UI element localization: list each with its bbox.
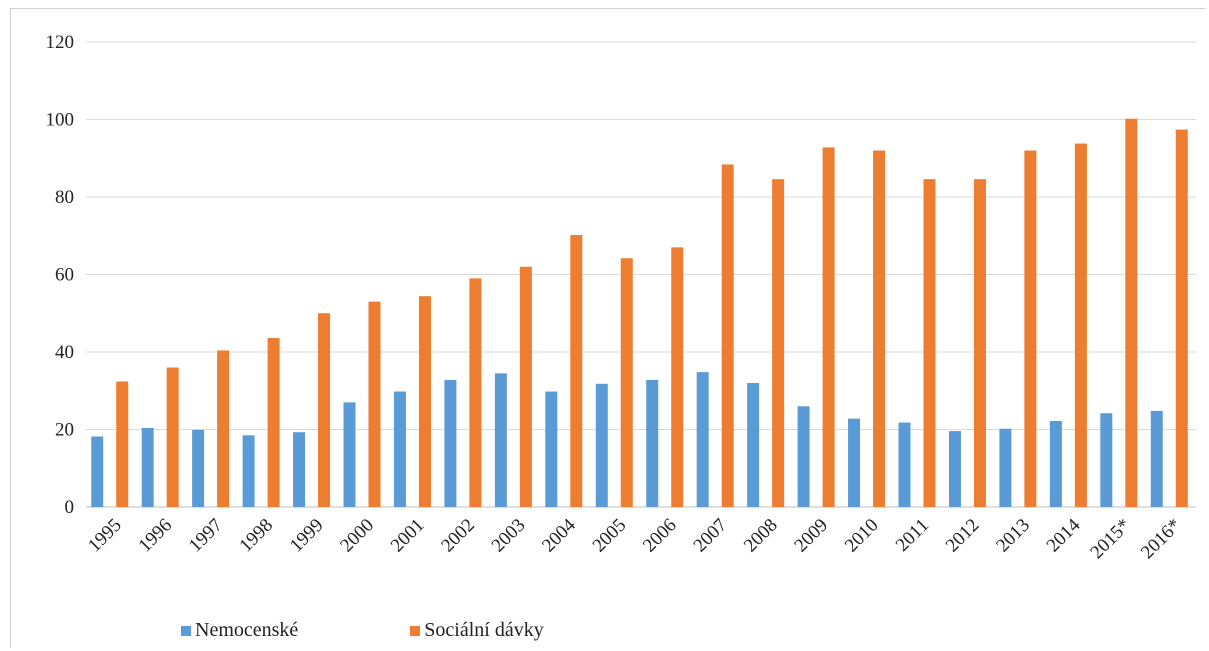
bar-socialni-davky-2014 bbox=[1074, 143, 1087, 507]
bar-nemocenske-2009 bbox=[797, 406, 810, 507]
legend-item-socialni-davky: Sociální dávky bbox=[410, 619, 544, 642]
legend-item-nemocenske: Nemocenské bbox=[181, 619, 298, 642]
bar-nemocenske-1995 bbox=[91, 436, 104, 507]
x-tick-label: 2008 bbox=[740, 515, 782, 557]
bar-socialni-davky-2008 bbox=[772, 179, 785, 508]
x-tick-label: 2010 bbox=[841, 515, 883, 557]
bar-socialni-davky-2007 bbox=[721, 164, 734, 507]
x-tick-label: 2007 bbox=[690, 515, 732, 557]
bar-nemocenske-2008 bbox=[747, 383, 760, 507]
bar-socialni-davky-2005 bbox=[620, 258, 633, 507]
y-tick-label: 20 bbox=[55, 420, 74, 441]
bar-nemocenske-2013 bbox=[999, 428, 1012, 507]
bar-socialni-davky-2016star bbox=[1175, 129, 1188, 507]
x-tick-label: 1995 bbox=[84, 515, 126, 557]
bar-socialni-davky-2002 bbox=[469, 278, 482, 507]
bar-nemocenske-2007 bbox=[696, 372, 709, 507]
x-tick-label: 1997 bbox=[185, 515, 227, 557]
x-tick-label: 2012 bbox=[942, 515, 984, 557]
x-tick-label: 1999 bbox=[286, 515, 328, 557]
bar-nemocenske-2015star bbox=[1100, 413, 1113, 507]
bars bbox=[91, 118, 1188, 508]
x-tick-label: 2011 bbox=[892, 515, 933, 556]
x-tick-label: 2005 bbox=[589, 515, 631, 557]
x-tick-label: 2001 bbox=[387, 515, 429, 557]
bar-nemocenske-2014 bbox=[1049, 420, 1062, 507]
bar-nemocenske-1999 bbox=[293, 432, 306, 507]
bar-socialni-davky-2013 bbox=[1024, 150, 1037, 507]
x-tick-label: 1996 bbox=[135, 515, 177, 557]
bar-nemocenske-2003 bbox=[494, 373, 507, 507]
bar-nemocenske-2005 bbox=[595, 383, 608, 507]
x-tick-label: 2000 bbox=[336, 515, 378, 557]
legend-label-socialni-davky: Sociální dávky bbox=[424, 619, 544, 641]
bar-chart: 0 20 40 60 80 100 120 1995 1996 1997 1998 1999 2000… bbox=[46, 32, 1196, 563]
y-tick-label: 40 bbox=[55, 342, 74, 363]
bar-socialni-davky-2006 bbox=[671, 247, 684, 507]
x-axis-ticks: 1995 1996 1997 1998 1999 2000 2001 2002 2003 2004… bbox=[84, 514, 1185, 563]
x-tick-label: 2004 bbox=[538, 514, 580, 556]
bar-socialni-davky-1996 bbox=[166, 367, 179, 507]
bar-nemocenske-2012 bbox=[948, 431, 961, 507]
bar-socialni-davky-1998 bbox=[267, 338, 280, 507]
legend-swatch-nemocenske bbox=[181, 625, 191, 636]
x-tick-label: 2013 bbox=[992, 515, 1034, 557]
y-tick-label: 120 bbox=[46, 32, 75, 53]
y-tick-label: 80 bbox=[55, 187, 74, 208]
bar-socialni-davky-2004 bbox=[570, 234, 583, 507]
bar-socialni-davky-1995 bbox=[116, 381, 129, 507]
legend: Nemocenské Sociální dávky bbox=[181, 619, 656, 642]
bar-nemocenske-2004 bbox=[545, 391, 558, 507]
x-tick-label: 2009 bbox=[790, 515, 832, 557]
bar-nemocenske-2002 bbox=[444, 379, 457, 507]
bar-nemocenske-2010 bbox=[848, 418, 861, 507]
bar-nemocenske-1998 bbox=[242, 435, 255, 507]
x-tick-label: 2006 bbox=[639, 515, 681, 557]
x-tick-label: 2003 bbox=[488, 515, 530, 557]
bar-socialni-davky-2011 bbox=[923, 179, 936, 508]
bar-nemocenske-2001 bbox=[393, 391, 406, 507]
y-tick-label: 100 bbox=[46, 110, 75, 131]
legend-swatch-socialni-davky bbox=[410, 625, 421, 636]
bar-nemocenske-2011 bbox=[898, 422, 911, 507]
bar-socialni-davky-2001 bbox=[418, 296, 431, 507]
bar-nemocenske-1996 bbox=[141, 427, 154, 507]
x-tick-label: 2015* bbox=[1086, 515, 1134, 563]
bar-socialni-davky-2012 bbox=[973, 179, 986, 508]
bar-socialni-davky-2009 bbox=[822, 147, 835, 507]
x-tick-label: 2016* bbox=[1137, 515, 1185, 563]
y-tick-label: 60 bbox=[55, 265, 74, 286]
bar-nemocenske-2006 bbox=[646, 379, 659, 507]
bar-nemocenske-2000 bbox=[343, 402, 356, 507]
chart-frame: 0 20 40 60 80 100 120 1995 1996 1997 1998 1999 2000… bbox=[10, 8, 1205, 648]
bar-nemocenske-2016star bbox=[1150, 410, 1163, 507]
bar-socialni-davky-2000 bbox=[368, 301, 381, 507]
bar-socialni-davky-1999 bbox=[318, 313, 331, 507]
bar-socialni-davky-1997 bbox=[217, 350, 230, 507]
x-tick-label: 2014 bbox=[1043, 514, 1085, 556]
y-tick-label: 0 bbox=[65, 497, 75, 518]
bar-socialni-davky-2003 bbox=[519, 266, 532, 507]
y-axis-ticks: 0 20 40 60 80 100 120 bbox=[46, 32, 75, 518]
x-tick-label: 1998 bbox=[235, 515, 277, 557]
legend-label-nemocenske: Nemocenské bbox=[195, 619, 299, 641]
bar-socialni-davky-2015star bbox=[1125, 118, 1138, 507]
bar-socialni-davky-2010 bbox=[873, 150, 886, 507]
x-tick-label: 2002 bbox=[437, 515, 479, 557]
bar-nemocenske-1997 bbox=[192, 429, 205, 507]
